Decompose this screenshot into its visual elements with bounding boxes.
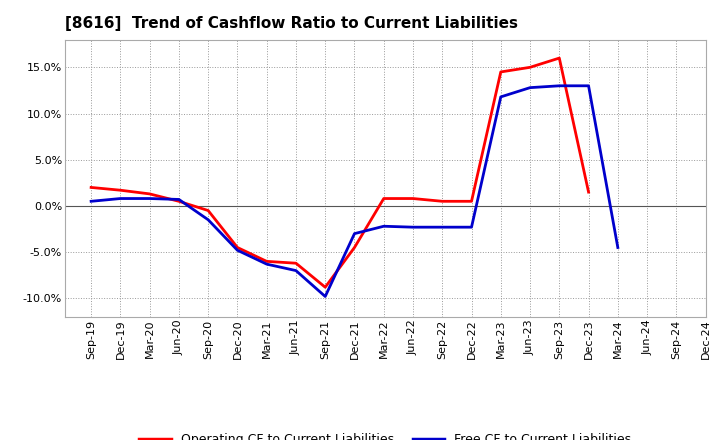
Legend: Operating CF to Current Liabilities, Free CF to Current Liabilities: Operating CF to Current Liabilities, Fre… bbox=[135, 429, 636, 440]
Text: [8616]  Trend of Cashflow Ratio to Current Liabilities: [8616] Trend of Cashflow Ratio to Curren… bbox=[65, 16, 518, 32]
